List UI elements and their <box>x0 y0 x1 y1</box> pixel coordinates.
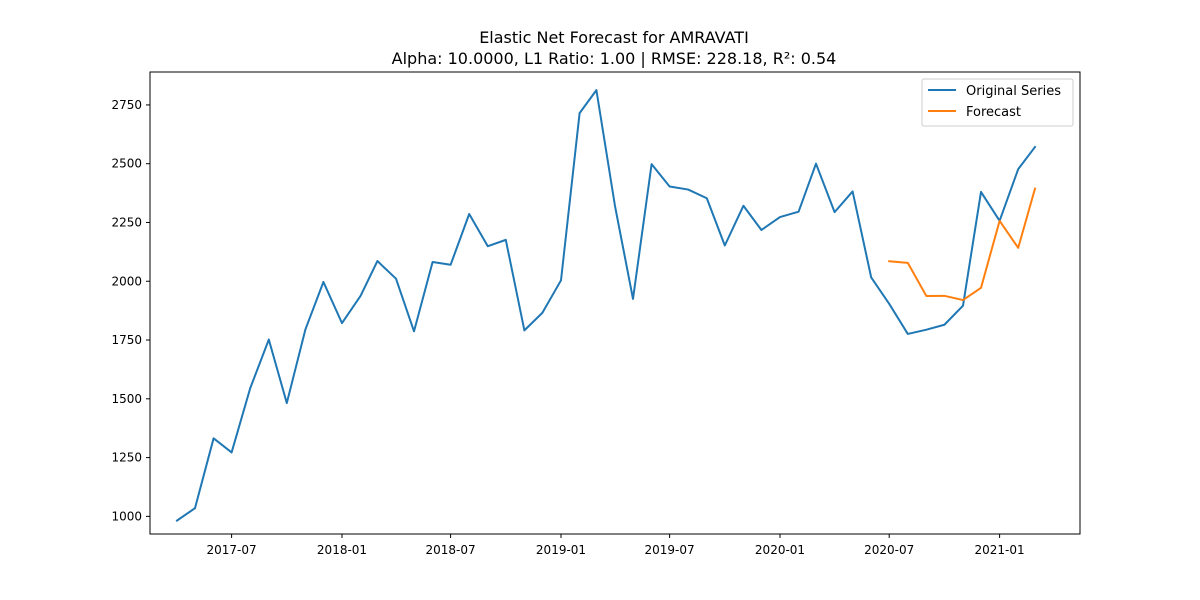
y-tick-label-1250: 1250 <box>111 451 142 465</box>
legend-box <box>921 78 1074 127</box>
y-tick-label-2750: 2750 <box>111 98 142 112</box>
y-tick-label-2250: 2250 <box>111 215 142 229</box>
x-tick-label-2018-07: 2018-07 <box>426 543 476 557</box>
axes-frame <box>149 71 1081 535</box>
legend-label-original-series: Original Series <box>966 84 1061 99</box>
y-tick-label-1500: 1500 <box>111 392 142 406</box>
x-tick-label-2017-07: 2017-07 <box>207 543 257 557</box>
series-line-forecast <box>888 187 1037 302</box>
y-tick-label-1750: 1750 <box>111 333 142 347</box>
plot-area: 1000 1250 1500 1750 2000 2250 2500 2750 2017-07 2… <box>111 71 1081 557</box>
series-line-original-series <box>175 89 1037 522</box>
legend-label-forecast: Forecast <box>966 105 1021 120</box>
chart-subtitle: Alpha: 10.0000, L1 Ratio: 1.00 | RMSE: 2… <box>392 49 837 68</box>
x-tick-label-2020-07: 2020-07 <box>864 543 914 557</box>
x-tick-label-2019-07: 2019-07 <box>645 543 695 557</box>
y-tick-label-1000: 1000 <box>111 509 142 523</box>
x-tick-label-2019-01: 2019-01 <box>536 543 586 557</box>
y-tick-label-2500: 2500 <box>111 157 142 171</box>
x-tick-label-2018-01: 2018-01 <box>317 543 367 557</box>
x-tick-label-2021-01: 2021-01 <box>975 543 1025 557</box>
chart-title: Elastic Net Forecast for AMRAVATI <box>479 28 749 47</box>
y-tick-label-2000: 2000 <box>111 274 142 288</box>
legend: Original Series Forecast <box>921 78 1074 127</box>
x-tick-label-2020-01: 2020-01 <box>755 543 805 557</box>
